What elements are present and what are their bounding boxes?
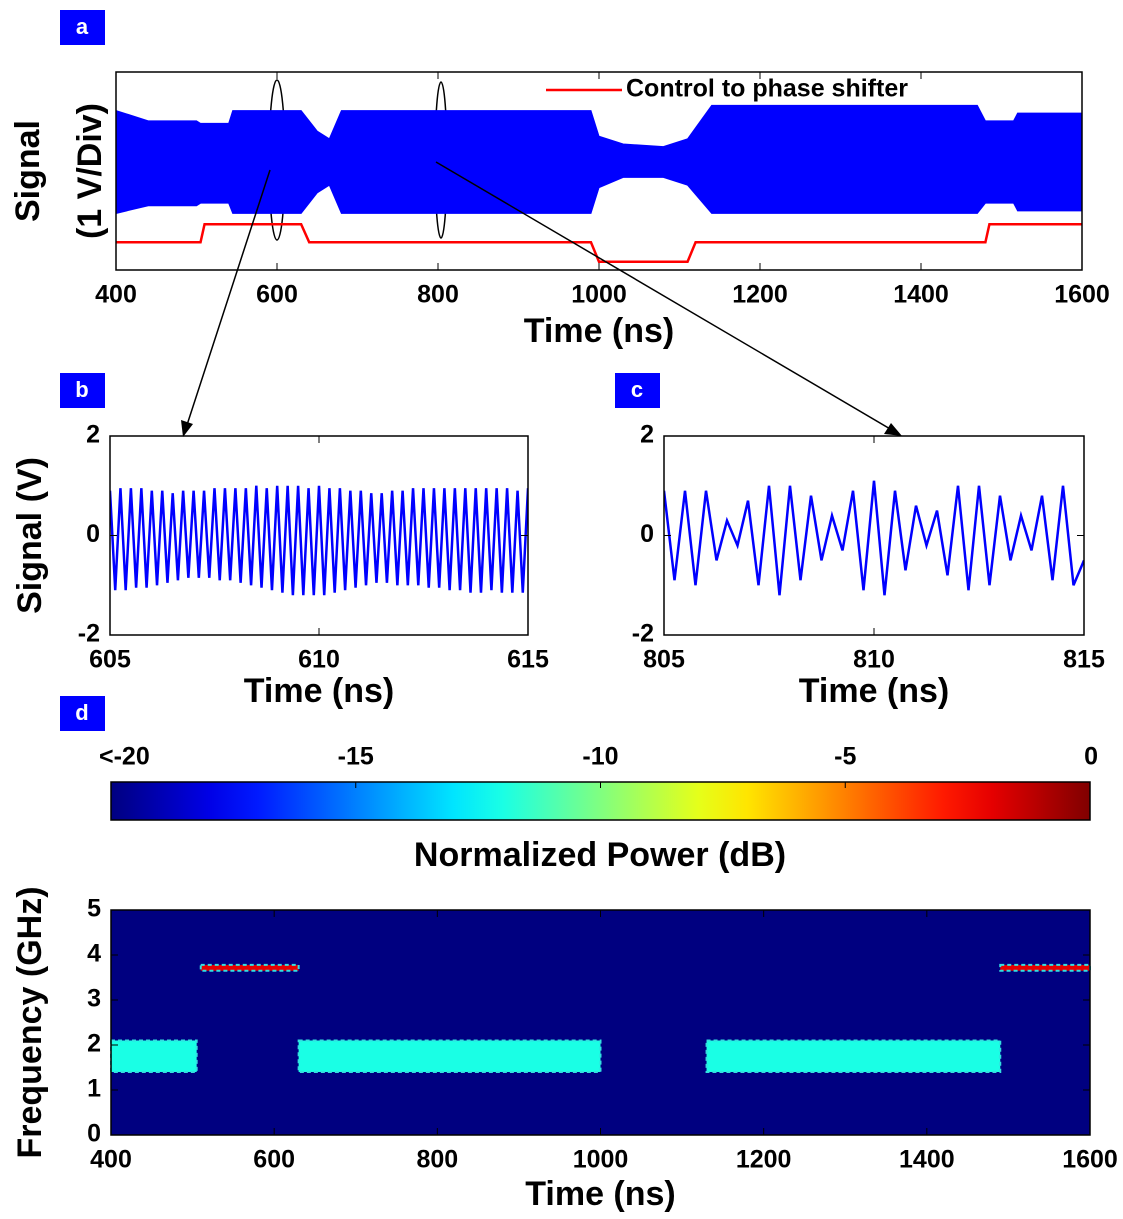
- colorbar-tick-label: -10: [582, 743, 618, 771]
- x-tick-label: 1000: [573, 1146, 629, 1174]
- spectrogram-background: [111, 910, 1090, 1135]
- y-tick-label: 2: [640, 421, 654, 449]
- x-tick-label: 615: [507, 646, 549, 674]
- y-tick-label: 0: [87, 1120, 101, 1148]
- x-tick-label: 805: [643, 646, 685, 674]
- x-tick-label: 800: [417, 281, 459, 309]
- y-tick-label: 4: [87, 940, 101, 968]
- spectral-region: [705, 1039, 1002, 1073]
- x-tick-label: 600: [256, 281, 298, 309]
- panel-label-box: [615, 373, 660, 408]
- spectral-region: [297, 1039, 602, 1073]
- arrow-head: [181, 420, 193, 437]
- panel-label: d: [75, 700, 88, 725]
- arrow-head: [884, 423, 902, 436]
- panel-label: b: [75, 377, 88, 402]
- x-tick-label: 1400: [899, 1146, 955, 1174]
- signal-line: [116, 222, 1082, 264]
- x-tick-label: 1400: [893, 281, 949, 309]
- colorbar: [110, 781, 1091, 821]
- x-axis-label: Time (ns): [524, 312, 675, 350]
- y-tick-label: 5: [87, 895, 101, 923]
- y-tick-label: 2: [86, 421, 100, 449]
- zoom-arrow: [435, 161, 893, 431]
- y-axis-label: Signal (V): [11, 457, 49, 614]
- y-tick-label: 2: [87, 1030, 101, 1058]
- y-axis-label: (1 V/Div): [71, 103, 109, 239]
- x-axis-label: Time (ns): [525, 1175, 676, 1213]
- panel-label-box: [60, 10, 105, 45]
- panel-label-box: [60, 696, 105, 731]
- y-axis-label: Frequency (GHz): [11, 886, 49, 1158]
- x-tick-label: 600: [253, 1146, 295, 1174]
- panel-label: c: [631, 377, 643, 402]
- x-tick-label: 800: [416, 1146, 458, 1174]
- x-tick-label: 400: [95, 281, 137, 309]
- y-tick-label: -2: [632, 620, 654, 648]
- colorbar-label: Normalized Power (dB): [414, 836, 786, 874]
- x-tick-label: 810: [853, 646, 895, 674]
- spectral-region: [110, 1039, 198, 1073]
- colorbar-tick-label: <-20: [99, 743, 150, 771]
- x-tick-label: 605: [89, 646, 131, 674]
- signal-line: [110, 485, 528, 596]
- x-tick-label: 1200: [732, 281, 788, 309]
- x-tick-label: 1000: [571, 281, 627, 309]
- colorbar-tick-label: -15: [338, 743, 374, 771]
- y-tick-label: 3: [87, 985, 101, 1013]
- y-tick-label: 0: [86, 520, 100, 548]
- x-axis-label: Time (ns): [244, 672, 395, 710]
- colorbar-tick-label: 0: [1084, 743, 1098, 771]
- x-axis-label: Time (ns): [799, 672, 950, 710]
- legend-label: Control to phase shifter: [626, 75, 908, 103]
- plot-frame: [663, 435, 1085, 636]
- panel-label-box: [60, 373, 105, 408]
- y-tick-label: 1: [87, 1075, 101, 1103]
- signal-envelope: [116, 104, 1082, 214]
- zoom-arrow: [185, 169, 271, 429]
- x-tick-label: 1600: [1062, 1146, 1118, 1174]
- spectral-region: [199, 963, 300, 972]
- panel-label: a: [76, 14, 89, 39]
- colorbar-tick-label: -5: [834, 743, 856, 771]
- signal-line: [664, 480, 1084, 596]
- y-axis-label: Signal: [9, 120, 47, 222]
- spectral-region: [999, 963, 1092, 972]
- x-tick-label: 815: [1063, 646, 1105, 674]
- x-tick-label: 1200: [736, 1146, 792, 1174]
- y-tick-label: -2: [78, 620, 100, 648]
- x-tick-label: 610: [298, 646, 340, 674]
- x-tick-label: 1600: [1054, 281, 1110, 309]
- plot-frame: [109, 435, 529, 636]
- x-tick-label: 400: [90, 1146, 132, 1174]
- y-tick-label: 0: [640, 520, 654, 548]
